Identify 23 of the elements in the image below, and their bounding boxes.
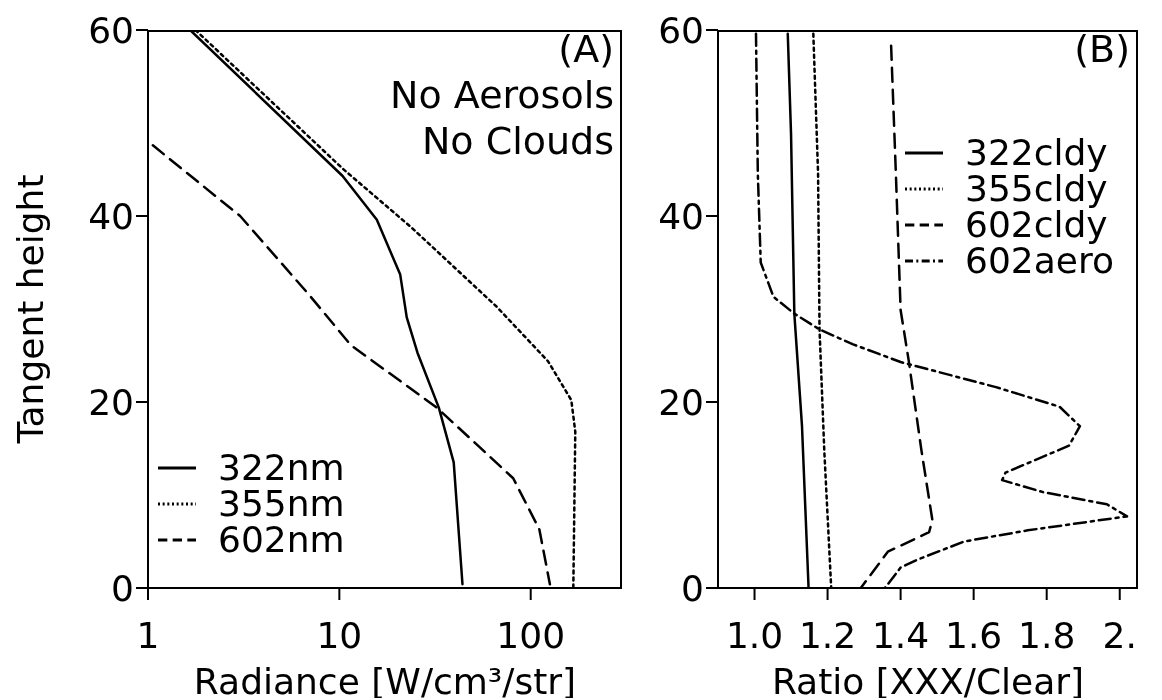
annotation: (A) xyxy=(557,26,614,72)
x-tick-label: 1.4 xyxy=(871,614,930,656)
x-tick-label: 10 xyxy=(316,614,363,656)
y-axis-title: Tangent height xyxy=(9,174,51,445)
x-tick-label: 1 xyxy=(136,614,160,656)
x-tick-label: 100 xyxy=(496,614,566,656)
y-tick-label: 60 xyxy=(88,9,134,51)
legend-label: 322cldy xyxy=(965,132,1108,173)
y-tick-label: 0 xyxy=(111,567,134,609)
y-tick-label: 0 xyxy=(681,567,704,609)
y-tick-label: 40 xyxy=(658,195,704,237)
x-tick-label: 1.2 xyxy=(798,614,857,656)
annotation: No Clouds xyxy=(420,118,614,164)
x-tick-label: 1.6 xyxy=(945,614,1003,656)
annotation: (B) xyxy=(1074,26,1130,72)
y-tick-label: 40 xyxy=(88,195,134,237)
y-tick-label: 20 xyxy=(658,381,704,423)
annotation: No Aerosols xyxy=(390,72,614,118)
y-tick-label: 60 xyxy=(658,9,704,51)
x-tick-label: 1.0 xyxy=(725,614,784,656)
x-tick-label: 1.8 xyxy=(1018,614,1076,656)
y-tick-label: 20 xyxy=(88,381,134,423)
x-tick-label: 2. xyxy=(1102,614,1137,656)
